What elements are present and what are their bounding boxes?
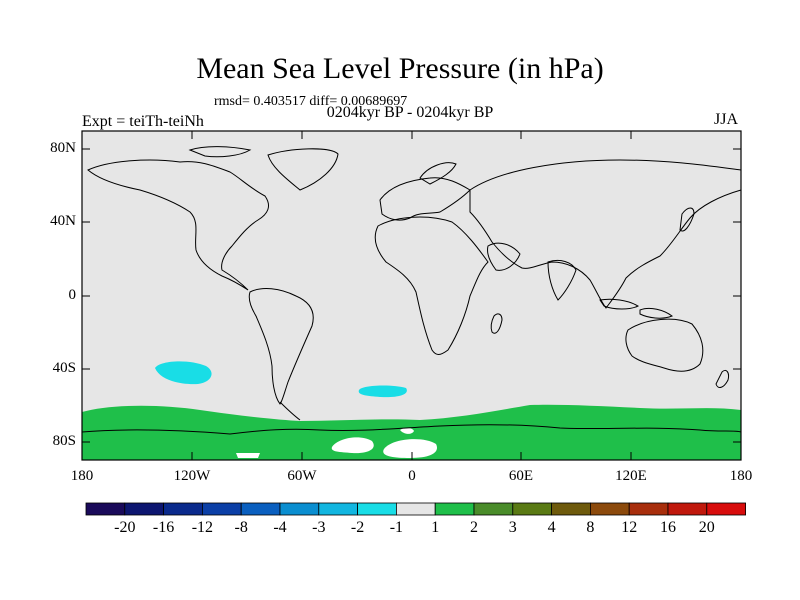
lat-label-40s: 40S: [52, 360, 76, 376]
colorbar-tick-label: -8: [234, 519, 248, 536]
colorbar-tick-label: 20: [698, 519, 715, 536]
colorbar-tick-label: -16: [152, 519, 175, 536]
colorbar-swatch: [85, 502, 126, 516]
lon-label-180e: 180: [729, 468, 753, 484]
lat-label-0: 0: [68, 287, 77, 303]
lat-label-80n: 80N: [50, 140, 76, 156]
colorbar-swatch: [512, 502, 552, 516]
lon-ticks: [191, 131, 632, 460]
lat-ticks: [82, 148, 741, 443]
colorbar-swatch: [590, 502, 630, 516]
colorbar-swatch: [279, 502, 320, 516]
colorbar-swatch: [124, 502, 165, 516]
colorbar-tick-label: 3: [508, 519, 517, 536]
colorbar-tick-label: 1: [431, 519, 440, 536]
antarctic-white-patch-4: [236, 453, 260, 458]
colorbar-tick-label: 2: [470, 519, 478, 536]
colorbar-swatch: [163, 502, 203, 516]
antarctic-white-patch-1: [331, 437, 374, 454]
antarctic-white-patch-3: [400, 427, 414, 434]
colorbar-tick-label: 16: [660, 519, 676, 536]
colorbar-swatch: [628, 502, 669, 516]
colorbar-tick-label: 12: [621, 519, 638, 536]
south-atlantic-cyan-patch: [358, 385, 407, 398]
lon-label-60e: 60E: [508, 468, 534, 484]
colorbar-swatch: [201, 502, 242, 516]
colorbar-tick-label: -3: [312, 519, 326, 536]
colorbar-tick-label: -2: [350, 519, 365, 536]
colorbar-swatch: [473, 502, 514, 516]
colorbar-swatch: [395, 502, 436, 516]
colorbar-swatch: [551, 502, 591, 516]
lon-label-120w: 120W: [173, 468, 211, 484]
season-label: JJA: [714, 111, 739, 128]
coastlines: [81, 146, 742, 435]
colorbar-swatch: [357, 502, 397, 516]
colorbar-tick-label: -12: [191, 519, 214, 536]
colorbar-swatch: [434, 502, 475, 516]
colorbar-tick-label: -4: [273, 519, 287, 536]
lat-label-80s: 80S: [52, 433, 76, 449]
colorbar: [85, 502, 746, 516]
lon-label-180w: 180: [70, 468, 94, 484]
lon-label-0: 0: [408, 468, 416, 484]
chart-title: Mean Sea Level Pressure (in hPa): [196, 52, 604, 85]
lon-label-60w: 60W: [287, 468, 317, 484]
colorbar-tick-label: -1: [389, 519, 404, 536]
experiment-label: Expt = teiTh-teiNh: [82, 113, 204, 130]
colorbar-swatch: [667, 502, 708, 516]
colorbar-tick-label: -20: [114, 519, 136, 536]
colorbar-tick-label: 4: [547, 519, 556, 536]
map-background: [82, 131, 741, 460]
stats-text: rmsd= 0.403517 diff= 0.00689697: [214, 94, 408, 109]
lon-label-120e: 120E: [615, 468, 647, 484]
colorbar-swatch: [318, 502, 358, 516]
subtitle: 0204kyr BP - 0204kyr BP: [326, 104, 494, 121]
colorbar-tick-label: 8: [586, 519, 595, 536]
colorbar-swatch: [240, 502, 281, 516]
lat-label-40n: 40N: [50, 213, 76, 229]
south-pacific-cyan-patch: [155, 361, 212, 385]
colorbar-swatch: [706, 502, 746, 516]
antarctic-white-patch-2: [383, 439, 437, 458]
